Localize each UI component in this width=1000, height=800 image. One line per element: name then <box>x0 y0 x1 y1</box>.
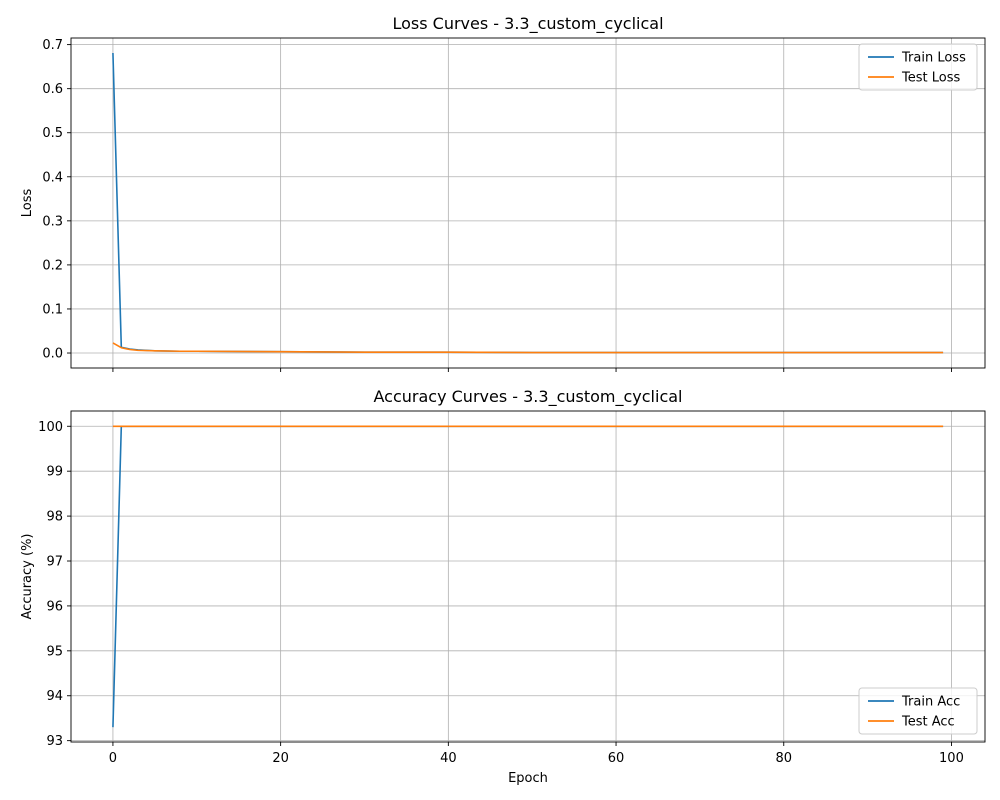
y-tick-label: 100 <box>38 420 63 435</box>
y-tick-label: 0.4 <box>42 170 63 185</box>
chart-title: Loss Curves - 3.3_custom_cyclical <box>392 14 663 34</box>
legend: Train Acc Test Acc <box>858 687 978 735</box>
y-tick-label: 97 <box>46 555 63 570</box>
legend: Train Loss Test Loss <box>858 43 978 91</box>
x-tick-label: 40 <box>440 751 457 766</box>
legend-entry: Test Acc <box>901 715 955 730</box>
series-line-test-loss <box>112 342 944 354</box>
x-tick-label: 100 <box>939 751 964 766</box>
panel-1: 0 20 40 60 80 100 93 94 95 96 97 98 99 100 Accuracy Cu… <box>20 387 986 786</box>
y-tick-label: 94 <box>46 689 63 704</box>
series-line-train-loss <box>112 52 944 354</box>
y-tick-label: 98 <box>46 510 63 525</box>
x-tick-label: 20 <box>272 751 289 766</box>
x-tick-label: 80 <box>775 751 792 766</box>
y-axis-label: Accuracy (%) <box>20 534 35 620</box>
y-tick-label: 96 <box>46 599 63 614</box>
panel-0: 0.0 0.1 0.2 0.3 0.4 0.5 0.6 0.7 Loss Curves - 3.… <box>20 14 986 372</box>
y-tick-label: 0.1 <box>42 302 63 317</box>
x-tick-label: 0 <box>109 751 117 766</box>
legend-entry: Train Acc <box>901 695 960 710</box>
y-tick-label: 0.0 <box>42 347 63 362</box>
y-tick-label: 0.5 <box>42 126 63 141</box>
x-axis-label: Epoch <box>508 771 548 786</box>
y-axis-label: Loss <box>20 189 35 218</box>
y-tick-label: 0.2 <box>42 258 63 273</box>
axes-frame <box>70 410 986 743</box>
y-tick-label: 95 <box>46 644 63 659</box>
legend-entry: Test Loss <box>901 71 960 86</box>
legend-box <box>858 43 978 91</box>
y-tick-label: 99 <box>46 465 63 480</box>
x-tick-label: 60 <box>608 751 625 766</box>
y-tick-label: 0.7 <box>42 38 63 53</box>
y-tick-label: 0.6 <box>42 82 63 97</box>
y-tick-label: 0.3 <box>42 214 63 229</box>
y-tick-label: 93 <box>46 734 63 749</box>
legend-entry: Train Loss <box>901 51 966 66</box>
chart-title: Accuracy Curves - 3.3_custom_cyclical <box>374 387 683 407</box>
legend-box <box>858 687 978 735</box>
axes-frame <box>70 37 986 369</box>
